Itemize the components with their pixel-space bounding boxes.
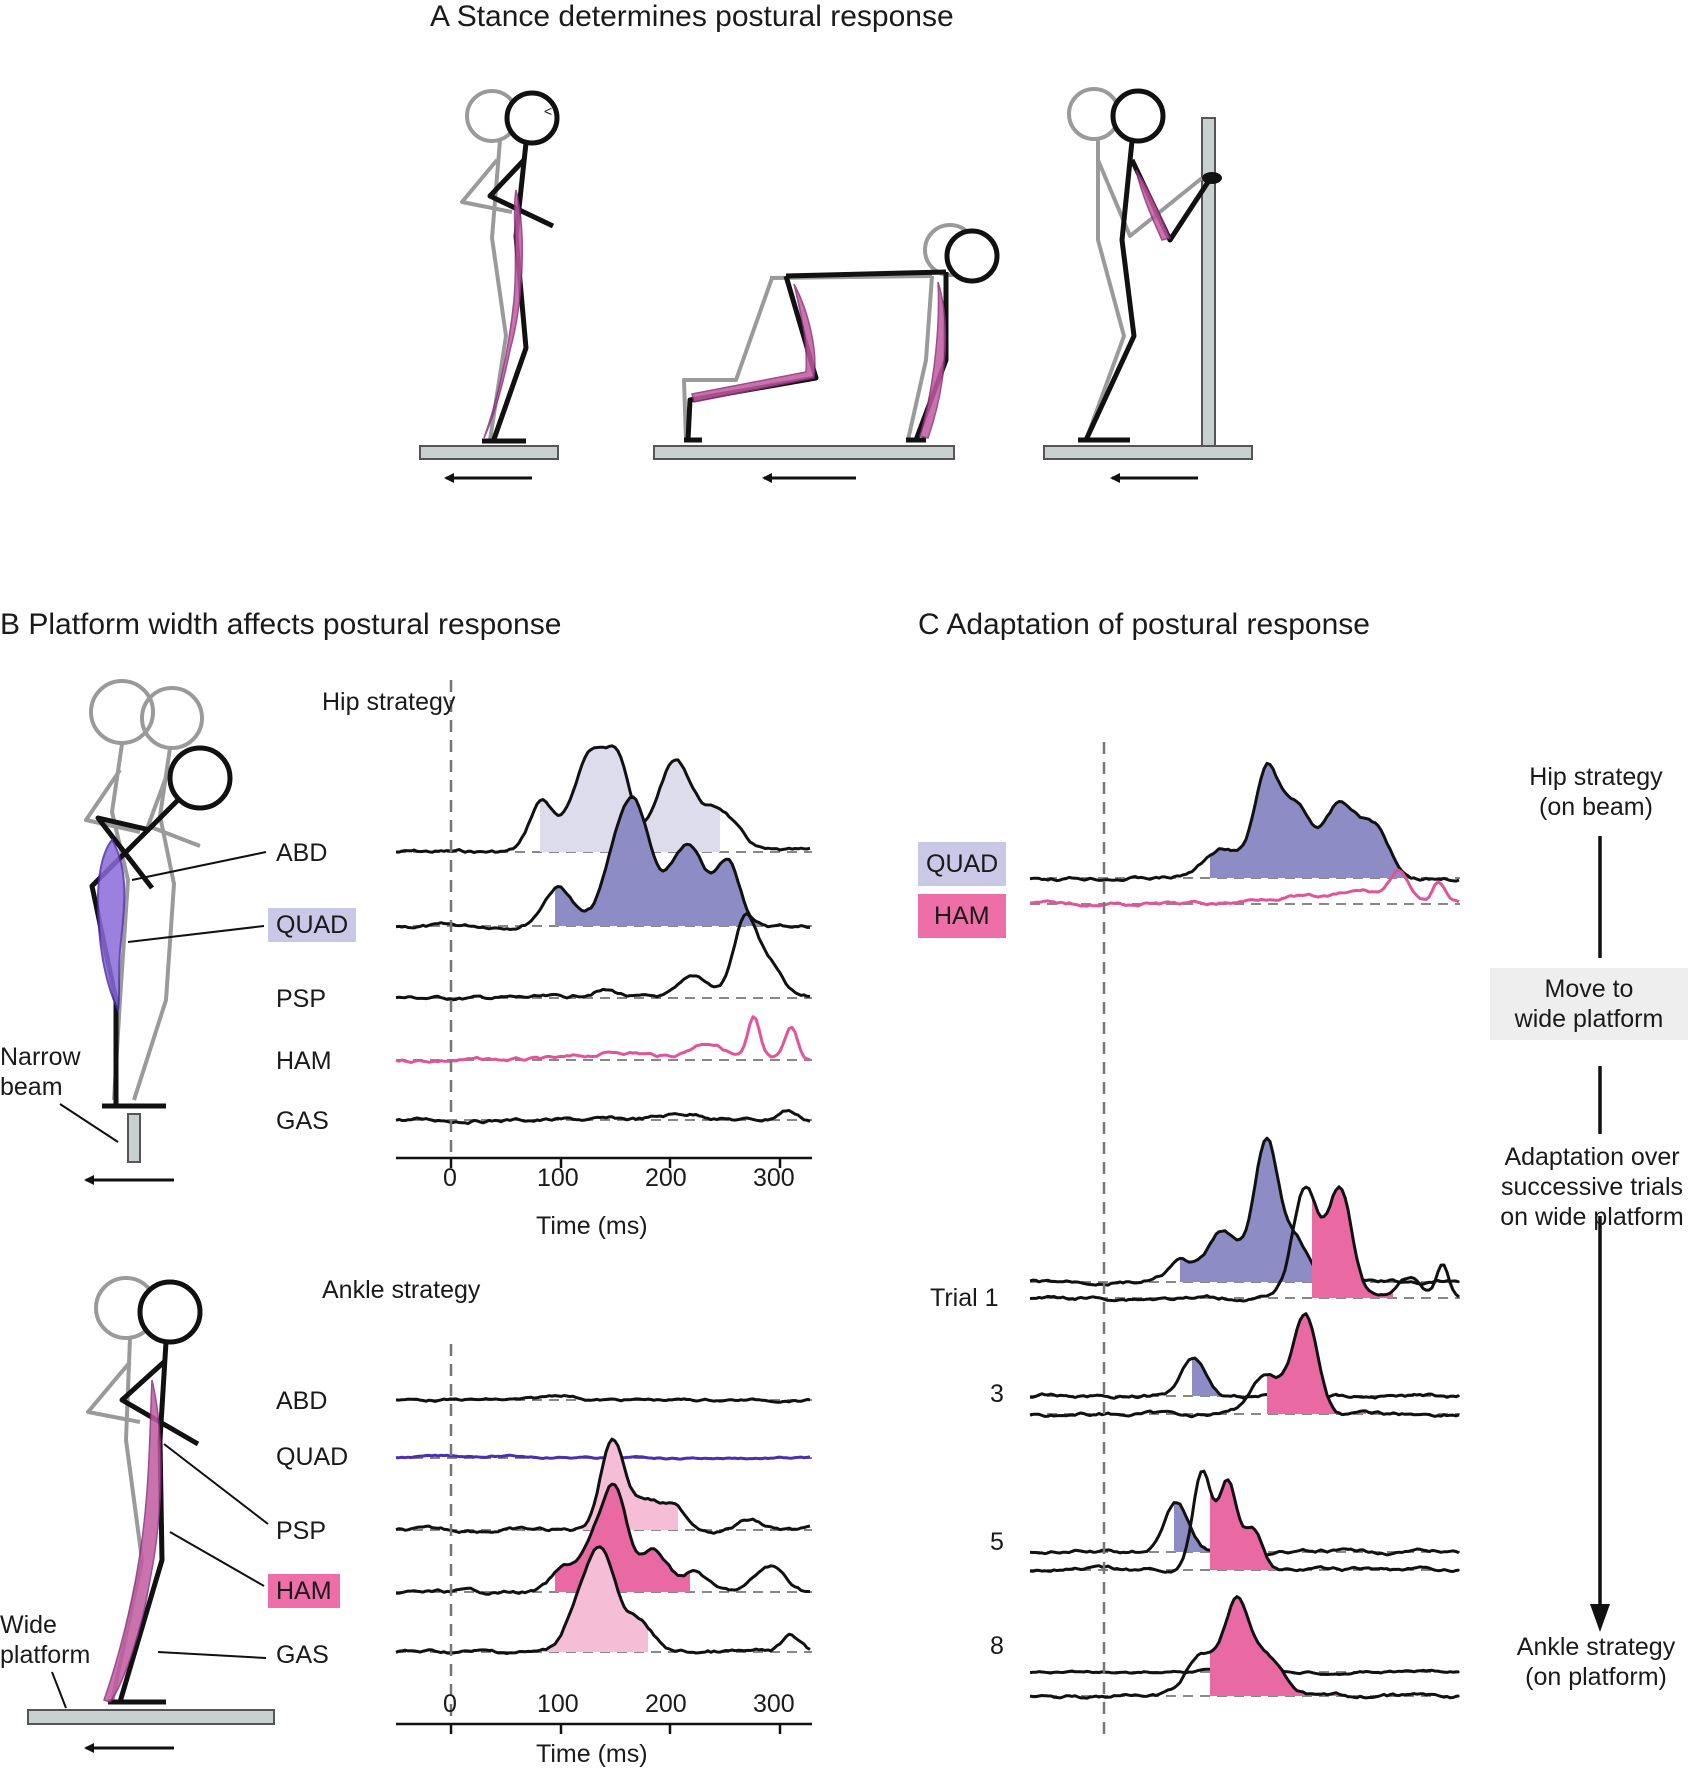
trace-c-top-quad <box>1029 761 1460 883</box>
trace-hip-quad <box>395 795 810 931</box>
panel-b-ankle-figure <box>27 1276 275 1753</box>
trace-ankle-psp <box>395 1437 811 1535</box>
hip-axis-label: Time (ms) <box>536 1212 648 1240</box>
muscle-shading-b-ankle <box>103 1379 162 1703</box>
trace-c-t3-ham <box>1029 1312 1460 1419</box>
stance-crouched <box>653 223 1000 483</box>
trace-c-t3-quad-fill <box>1192 1358 1231 1396</box>
hip-tick-0: 0 <box>443 1164 457 1192</box>
trace-ankle-quad <box>395 1453 811 1461</box>
hip-tick-100: 100 <box>537 1164 579 1192</box>
trace-c-t3-ham-fill <box>1267 1313 1366 1414</box>
wide-platform-text: Wide platform <box>0 1611 91 1669</box>
panel-a-title: A Stance determines postural response <box>430 0 954 33</box>
leader-abd-hip <box>131 851 267 881</box>
hip-muscle-gas: GAS <box>276 1107 329 1135</box>
trace-hip-gas <box>395 1109 811 1126</box>
leader-ham-ankle <box>169 1531 265 1587</box>
panel-b-title: B Platform width affects postural respon… <box>0 608 562 641</box>
hip-muscle-psp: PSP <box>276 985 327 1013</box>
ankle-strategy-heading: Ankle strategy <box>322 1276 481 1304</box>
narrow-beam-label: Narrow beam <box>0 1042 81 1102</box>
wide-platform-label: Wide platform <box>0 1610 90 1670</box>
ankle-muscle-ham: HAM <box>268 1574 340 1608</box>
time-axis-ankle <box>396 1722 812 1734</box>
trace-c-top-ham <box>1029 868 1460 908</box>
hip-muscle-ham: HAM <box>276 1047 332 1075</box>
svg-text:<·: <· <box>544 103 557 119</box>
narrow-beam-text: Narrow beam <box>0 1043 81 1101</box>
trace-hip-psp <box>395 911 811 1002</box>
hip-tick-200: 200 <box>645 1164 687 1192</box>
emg-traces-adaptation <box>1029 761 1460 1700</box>
panel-a-illustrations: <· <box>419 87 1253 483</box>
leader-quad-hip <box>127 925 265 943</box>
ankle-muscle-psp: PSP <box>276 1517 327 1545</box>
ankle-axis-label: Time (ms) <box>536 1740 648 1768</box>
ankle-tick-200: 200 <box>645 1690 687 1718</box>
trial-label-1: Trial 1 <box>930 1284 999 1312</box>
hip-muscle-abd: ABD <box>276 839 328 867</box>
stance-holding-pole <box>1043 87 1253 483</box>
time-axis-hip <box>396 1156 812 1168</box>
trace-c-t1-quad <box>1029 1136 1460 1287</box>
c-legend-quad: QUAD <box>918 842 1007 886</box>
muscle-shading-a3 <box>1135 169 1172 241</box>
muscle-shading-a2b <box>919 281 947 439</box>
c-move-box: Move to wide platform <box>1490 968 1688 1040</box>
c-side-bottom: Ankle strategy (on platform) <box>1516 1633 1676 1691</box>
hip-strategy-heading: Hip strategy <box>322 688 456 716</box>
trace-c-top-quad-fill <box>1210 763 1414 878</box>
trace-c-t8-ham <box>1029 1595 1460 1700</box>
panel-c-title: C Adaptation of postural response <box>918 608 1370 641</box>
platform-a1 <box>419 445 559 460</box>
stance-standing: <· <box>419 89 560 483</box>
ankle-tick-100: 100 <box>537 1690 579 1718</box>
ankle-tick-0: 0 <box>443 1690 457 1718</box>
trial-label-3: 3 <box>990 1380 1004 1408</box>
trace-ankle-gas <box>395 1545 811 1655</box>
leader-psp-ankle <box>163 1443 269 1525</box>
pole <box>1201 117 1216 453</box>
c-legend-ham: HAM <box>918 894 1006 938</box>
trace-c-t5-ham <box>1029 1469 1460 1574</box>
leader-gas-ankle <box>157 1651 267 1659</box>
platform-a3 <box>1043 445 1253 460</box>
trace-c-t1-quad-fill <box>1180 1138 1312 1282</box>
trace-c-t3-quad <box>1029 1356 1460 1400</box>
wide-platform <box>27 1709 275 1725</box>
trial-label-8: 8 <box>990 1632 1004 1660</box>
trace-hip-ham <box>395 1015 811 1064</box>
c-side-adapt: Adaptation over successive trials on wid… <box>1500 1143 1684 1231</box>
muscle-shading-a2a <box>691 283 816 403</box>
emg-traces-hip <box>395 744 812 1126</box>
trial-label-5: 5 <box>990 1528 1004 1556</box>
ankle-muscle-abd: ABD <box>276 1387 328 1415</box>
muscle-shading-a1 <box>483 189 523 439</box>
hip-muscle-quad: QUAD <box>268 908 357 942</box>
hip-tick-300: 300 <box>753 1164 795 1192</box>
trace-c-t1-ham <box>1029 1185 1460 1303</box>
narrow-beam <box>127 1113 141 1163</box>
trace-ankle-gas-fill <box>540 1546 648 1652</box>
trace-ankle-abd <box>395 1394 811 1404</box>
c-side-top: Hip strategy (on beam) <box>1529 763 1663 821</box>
leader-narrow-beam <box>59 1103 119 1143</box>
panel-c-arrow <box>1590 836 1610 1632</box>
platform-a2 <box>653 445 955 460</box>
trace-c-t5-ham-fill <box>1210 1479 1288 1570</box>
trace-ankle-ham <box>395 1482 810 1596</box>
muscle-shading-b-hip <box>96 838 126 1014</box>
trace-c-t8-ham-fill <box>1210 1596 1339 1696</box>
panel-b-hip-figure <box>59 679 267 1185</box>
trace-hip-abd <box>395 744 811 854</box>
trace-hip-quad-fill <box>555 796 780 926</box>
leader-wide-platform <box>51 1671 67 1709</box>
emg-traces-ankle <box>395 1394 812 1655</box>
ankle-muscle-gas: GAS <box>276 1641 329 1669</box>
ankle-muscle-quad: QUAD <box>276 1443 349 1471</box>
ankle-tick-300: 300 <box>753 1690 795 1718</box>
